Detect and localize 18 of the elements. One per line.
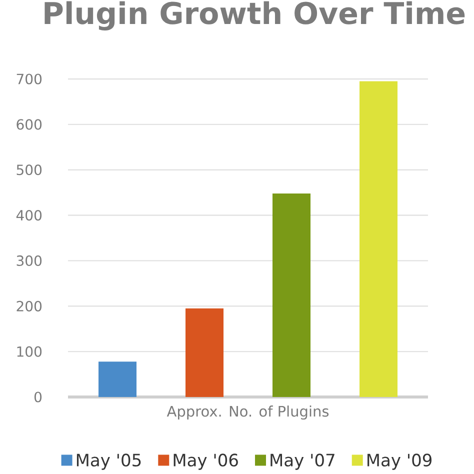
y-tick-label: 200 xyxy=(16,300,42,312)
bar xyxy=(360,81,398,397)
legend-label: May '07 xyxy=(270,454,334,470)
chart-title: Plugin Growth Over Time xyxy=(44,1,465,30)
legend-label: May '09 xyxy=(368,454,432,470)
y-tick-label: 100 xyxy=(17,346,42,357)
bar xyxy=(186,308,224,397)
y-tick-label: 600 xyxy=(16,119,42,130)
y-tick-label: 500 xyxy=(16,164,42,176)
y-tick-label: 0 xyxy=(34,392,42,402)
y-tick-label: 400 xyxy=(16,210,42,221)
y-tick-label: 700 xyxy=(16,74,42,84)
y-tick-label: 300 xyxy=(16,255,42,266)
x-axis-title: Approx. No. of Plugins xyxy=(166,406,329,420)
bar xyxy=(272,193,311,397)
legend-label: May '05 xyxy=(76,454,141,470)
legend-label: May '06 xyxy=(174,454,238,470)
bar xyxy=(98,362,136,397)
